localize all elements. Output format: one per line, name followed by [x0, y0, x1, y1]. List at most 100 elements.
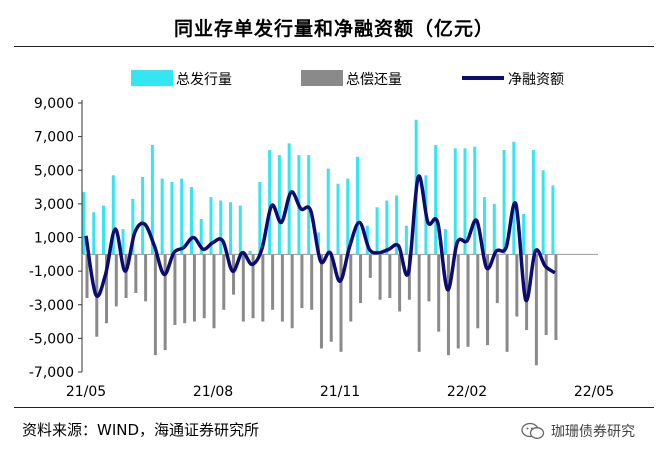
issuance-bar — [248, 250, 252, 255]
repayment-bar — [554, 254, 558, 341]
x-tick-label: 22/02 — [447, 384, 487, 400]
issuance-bar — [326, 168, 330, 255]
repayment-bar — [407, 254, 411, 300]
issuance-bar — [277, 155, 281, 255]
wechat-icon — [521, 422, 545, 439]
repayment-bar — [388, 254, 392, 299]
repayment-bar — [105, 254, 109, 324]
repayment-bar — [359, 254, 363, 304]
issuance-bar — [238, 205, 242, 255]
issuance-bars — [82, 119, 555, 255]
y-axis: 9,000 7,000 5,000 3,000 1,000 -1,000 -3,000 -5,… — [29, 96, 83, 381]
repayment-bar — [437, 254, 441, 332]
issuance-bar — [443, 229, 447, 255]
issuance-bar — [356, 156, 360, 255]
y-tick-label: 7,000 — [34, 130, 74, 146]
source-note: 资料来源：WIND，海通证券研究所 — [22, 421, 260, 439]
y-tick-label: -5,000 — [29, 331, 74, 347]
issuance-bar — [160, 178, 164, 255]
issuance-bar — [189, 187, 193, 255]
x-tick-label: 22/05 — [574, 384, 614, 400]
issuance-bar — [131, 198, 135, 255]
y-tick-label: -3,000 — [29, 298, 74, 314]
issuance-bar — [522, 213, 526, 255]
repayment-bar — [398, 254, 402, 312]
repayment-bar — [476, 254, 480, 329]
repayment-bar — [446, 254, 450, 356]
issuance-bar — [229, 202, 233, 255]
issuance-bar — [531, 150, 535, 255]
bottom-rule — [14, 407, 654, 408]
issuance-bar — [268, 150, 272, 255]
repayment-bar — [183, 254, 187, 324]
issuance-bar — [82, 192, 86, 255]
repayment-bar — [319, 254, 323, 349]
issuance-bar — [307, 155, 311, 255]
issuance-bar — [258, 182, 262, 255]
legend-label-issuance: 总发行量 — [176, 72, 232, 88]
repayment-bar — [329, 254, 333, 342]
issuance-bar — [141, 176, 145, 255]
issuance-bar — [492, 203, 496, 255]
issuance-bar — [502, 150, 506, 255]
issuance-bar — [316, 232, 320, 255]
issuance-bar — [463, 148, 467, 255]
repayment-bar — [85, 254, 89, 299]
issuance-bar — [121, 229, 125, 255]
issuance-bar — [92, 212, 96, 255]
issuance-bar — [512, 141, 516, 255]
issuance-bar — [483, 197, 487, 255]
x-tick-label: 21/05 — [66, 384, 106, 400]
legend-swatch-issuance — [131, 70, 173, 86]
issuance-bar — [404, 225, 408, 255]
repayment-bar — [173, 254, 177, 325]
repayment-bar — [466, 254, 470, 347]
legend-swatch-repayment — [301, 70, 343, 86]
issuance-bar — [453, 148, 457, 255]
net-financing-line — [84, 174, 556, 303]
repayment-bar — [124, 254, 128, 299]
repayment-bar — [153, 254, 157, 356]
issuance-bar — [551, 185, 555, 255]
x-tick-label: 21/11 — [320, 384, 360, 400]
y-tick-label: 1,000 — [34, 231, 74, 247]
y-tick-label: -7,000 — [29, 365, 74, 381]
repayment-bar — [192, 254, 196, 322]
repayment-bar — [241, 254, 245, 322]
repayment-bar — [280, 254, 284, 322]
y-tick-label: 3,000 — [34, 197, 74, 213]
issuance-bar — [434, 145, 438, 255]
watermark: 珈珊债券研究 — [521, 421, 635, 441]
issuance-bar — [111, 175, 115, 255]
chart-title: 同业存单发行量和净融资额（亿元） — [173, 18, 494, 40]
net-financing-path — [84, 174, 556, 303]
repayment-bar — [310, 254, 314, 310]
issuance-bar — [209, 197, 213, 255]
issuance-bar — [102, 205, 106, 255]
repayment-bar — [349, 254, 353, 322]
repayment-bar — [163, 254, 167, 351]
issuance-bar — [541, 170, 545, 255]
repayment-bar — [544, 254, 548, 336]
x-tick-label: 21/08 — [193, 384, 233, 400]
repayment-bars — [85, 254, 558, 366]
repayment-bar — [427, 254, 431, 302]
repayment-bar — [202, 254, 206, 319]
repayment-bar — [290, 254, 294, 329]
legend-label-net: 净融资额 — [508, 72, 564, 88]
repayment-bar — [144, 254, 148, 302]
legend: 总发行量 总偿还量 净融资额 — [131, 70, 564, 88]
issuance-bar — [150, 145, 154, 255]
repayment-bar — [212, 254, 216, 329]
repayment-bar — [495, 254, 499, 304]
repayment-bar — [134, 254, 138, 293]
x-axis: 21/05 21/08 21/11 22/02 22/05 — [66, 384, 614, 400]
repayment-bar — [271, 254, 275, 310]
watermark-text: 珈珊债券研究 — [551, 424, 635, 440]
y-tick-label: 5,000 — [34, 163, 74, 179]
issuance-bar — [473, 146, 477, 255]
repayment-bar — [417, 254, 421, 352]
repayment-bar — [456, 254, 460, 349]
issuance-bar — [180, 178, 184, 255]
